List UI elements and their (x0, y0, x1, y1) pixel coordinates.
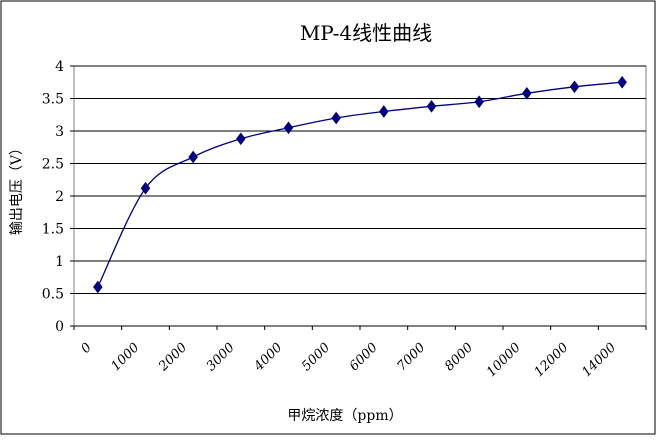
data-point-marker (93, 280, 103, 294)
data-point-marker (569, 80, 580, 94)
data-point-marker (283, 121, 294, 135)
data-point-marker (522, 86, 532, 100)
chart-title: MP-4线性曲线 (300, 21, 432, 45)
y-tick-label: 3 (55, 124, 64, 140)
data-point-marker (140, 181, 151, 195)
data-point-marker (188, 150, 198, 164)
data-point-marker (426, 99, 437, 113)
x-axis-label: 甲烷浓度（ppm） (287, 408, 402, 424)
y-tick-label: 3.5 (42, 92, 64, 108)
data-point-marker (474, 95, 484, 109)
y-tick-label: 0.5 (42, 287, 64, 303)
y-axis-ticks: 0 0.5 1 1.5 2 2.5 3 3.5 4 (42, 59, 74, 335)
y-tick-label: 0 (55, 319, 64, 335)
y-tick-label: 1 (55, 254, 64, 270)
y-tick-label: 2.5 (42, 157, 64, 173)
data-point-marker (331, 111, 341, 125)
data-point-marker (379, 105, 389, 118)
y-tick-label: 4 (55, 59, 64, 75)
data-point-marker (617, 75, 627, 89)
y-axis-label: 输出电压（V） (9, 141, 25, 235)
data-markers (93, 75, 627, 294)
y-tick-label: 1.5 (42, 222, 64, 238)
gridlines (74, 65, 646, 294)
data-point-marker (236, 132, 246, 146)
y-tick-label: 2 (55, 189, 64, 205)
